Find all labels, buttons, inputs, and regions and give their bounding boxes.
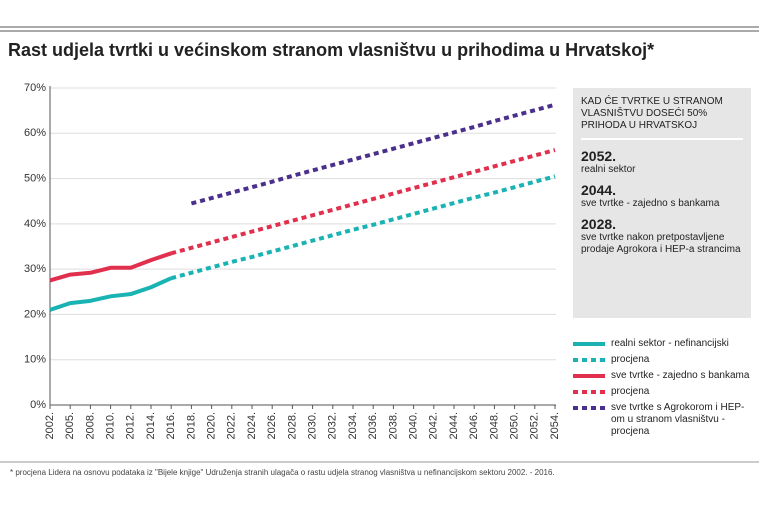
y-tick-label: 10% (24, 354, 46, 366)
legend-swatch (573, 406, 605, 410)
x-tick-label: 2032. (327, 412, 339, 440)
x-tick-label: 2046. (468, 412, 480, 440)
x-tick-label: 2052. (529, 412, 541, 440)
side-heading: KAD ĆE TVRTKE U STRANOM VLASNIŠTVU DOSEĆ… (581, 96, 743, 140)
y-tick-label: 30% (24, 263, 46, 275)
x-tick-label: 2040. (408, 412, 420, 440)
x-tick-label: 2018. (185, 412, 197, 440)
footnote: * procjena Lidera na osnovu podataka iz … (10, 468, 555, 477)
legend-item: sve tvrtke - zajedno s bankama (573, 370, 758, 382)
y-tick-label: 20% (24, 308, 46, 320)
y-tick-label: 50% (24, 172, 46, 184)
series-line (170, 174, 556, 281)
legend-label: procjena (611, 386, 650, 397)
x-tick-label: 2026. (266, 412, 278, 440)
x-tick-label: 2044. (448, 412, 460, 440)
side-text: realni sektor (581, 164, 636, 175)
x-tick-label: 2005. (64, 412, 76, 440)
x-tick-label: 2030. (307, 412, 319, 440)
side-text: sve tvrtke - zajedno s bankama (581, 198, 720, 209)
legend-swatch (573, 358, 605, 362)
x-tick-label: 2010. (105, 412, 117, 440)
x-tick-label: 2014. (145, 412, 157, 440)
series-line (170, 148, 556, 256)
x-tick-label: 2054. (549, 412, 561, 440)
x-tick-label: 2038. (387, 412, 399, 440)
x-tick-label: 2008. (84, 412, 96, 440)
legend-swatch (573, 390, 605, 394)
x-tick-label: 2016. (165, 412, 177, 440)
series-line (49, 251, 172, 283)
legend-label: procjena (611, 354, 650, 365)
x-tick-label: 2012. (125, 412, 137, 440)
legend-item: procjena (573, 386, 758, 398)
legend-label: realni sektor - nefinancijski (611, 338, 729, 349)
side-box: KAD ĆE TVRTKE U STRANOM VLASNIŠTVU DOSEĆ… (573, 88, 751, 318)
side-items: 2052. realni sektor 2044. sve tvrtke - zaje… (581, 148, 743, 256)
x-tick-label: 2002. (44, 412, 56, 440)
legend-item: realni sektor - nefinancijski (573, 338, 758, 350)
side-year: 2028. (581, 216, 617, 232)
x-tick-label: 2036. (367, 412, 379, 440)
side-text: sve tvrtke nakon pretpostavljene prodaje… (581, 232, 741, 255)
series-line (190, 102, 556, 206)
x-tick-label: 2042. (428, 412, 440, 440)
legend-swatch (573, 374, 605, 378)
x-tick-label: 2020. (206, 412, 218, 440)
x-tick-label: 2050. (509, 412, 521, 440)
y-tick-label: 60% (24, 127, 46, 139)
x-tick-label: 2034. (347, 412, 359, 440)
legend-item: procjena (573, 354, 758, 366)
x-tick-label: 2022. (226, 412, 238, 440)
y-tick-label: 0% (30, 399, 46, 411)
legend-swatch (573, 342, 605, 346)
y-tick-label: 70% (24, 82, 46, 94)
y-tick-label: 40% (24, 218, 46, 230)
side-year: 2052. (581, 148, 617, 164)
x-tick-label: 2024. (246, 412, 258, 440)
chart-title: Rast udjela tvrtki u većinskom stranom v… (8, 40, 655, 60)
x-tick-label: 2048. (488, 412, 500, 440)
legend: realni sektor - nefinancijski procjena sve… (573, 338, 758, 442)
series-line (49, 276, 173, 312)
legend-item: sve tvrtke s Agrokorom i HEP-om u strano… (573, 402, 758, 438)
side-year: 2044. (581, 182, 617, 198)
legend-label: sve tvrtke - zajedno s bankama (611, 370, 750, 381)
legend-label: sve tvrtke s Agrokorom i HEP-om u strano… (611, 402, 745, 437)
x-tick-label: 2028. (286, 412, 298, 440)
